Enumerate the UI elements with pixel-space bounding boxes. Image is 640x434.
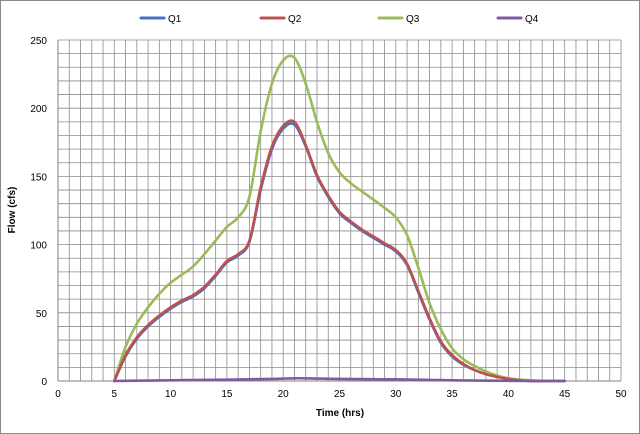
legend-label-q2: Q2 bbox=[288, 14, 302, 25]
series-lines bbox=[113, 54, 566, 383]
x-tick-label: 40 bbox=[503, 389, 515, 400]
series-line-q3 bbox=[113, 54, 566, 383]
series-line-q4 bbox=[113, 376, 566, 383]
y-tick-label: 150 bbox=[30, 172, 47, 183]
x-tick-label: 25 bbox=[334, 389, 346, 400]
x-tick-label: 5 bbox=[112, 389, 118, 400]
legend: Q1 Q2 Q3 Q4 bbox=[139, 14, 539, 25]
x-tick-label: 20 bbox=[278, 389, 290, 400]
x-tick-label: 15 bbox=[221, 389, 233, 400]
x-tick-label: 0 bbox=[55, 389, 61, 400]
x-tick-label: 35 bbox=[447, 389, 459, 400]
y-tick-label: 0 bbox=[41, 377, 47, 388]
series-line-q2 bbox=[113, 119, 566, 383]
gridlines bbox=[57, 39, 622, 382]
legend-label-q3: Q3 bbox=[406, 14, 420, 25]
x-axis-title: Time (hrs) bbox=[316, 408, 364, 419]
x-tick-label: 10 bbox=[165, 389, 177, 400]
legend-label-q4: Q4 bbox=[525, 14, 539, 25]
x-tick-label: 45 bbox=[559, 389, 571, 400]
axes: 0 5 10 15 20 25 30 35 40 45 50 0 50 100 150 200 250 bbox=[30, 36, 627, 400]
y-tick-label: 100 bbox=[30, 241, 47, 252]
y-axis-title: Flow (cfs) bbox=[7, 187, 18, 234]
legend-label-q1: Q1 bbox=[168, 14, 182, 25]
y-tick-label: 50 bbox=[36, 309, 48, 320]
y-tick-label: 250 bbox=[30, 36, 47, 47]
x-tick-label: 30 bbox=[390, 389, 402, 400]
y-tick-label: 200 bbox=[30, 104, 47, 115]
x-tick-label: 50 bbox=[615, 389, 627, 400]
